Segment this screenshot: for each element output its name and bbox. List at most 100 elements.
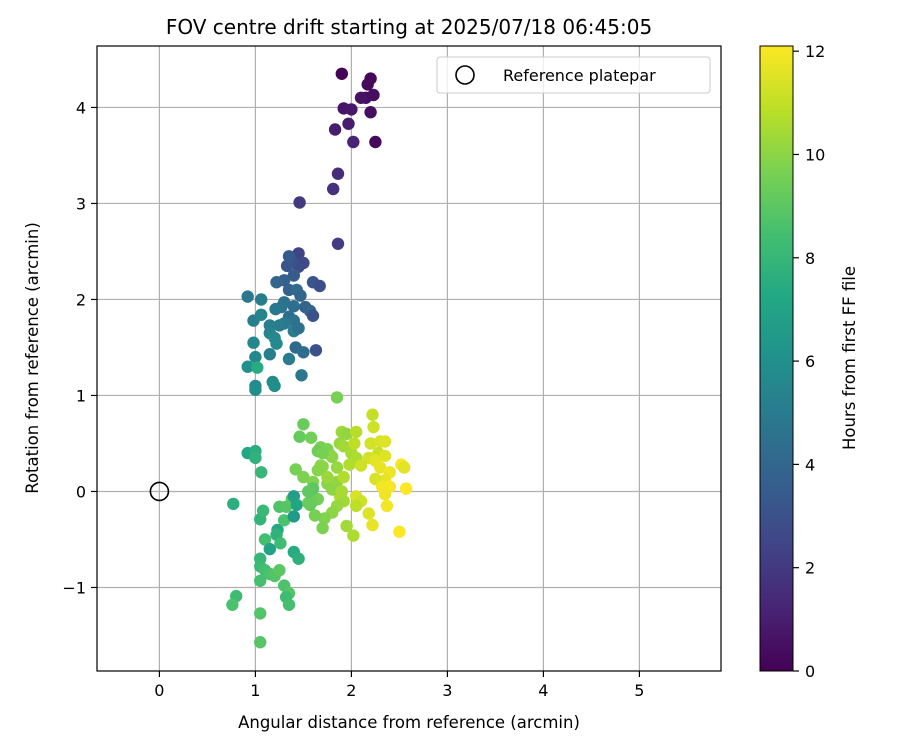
data-point bbox=[393, 525, 406, 538]
data-point bbox=[342, 117, 355, 130]
data-point bbox=[247, 336, 260, 349]
x-axis-ticks: 0 1 2 3 4 5 bbox=[154, 671, 644, 700]
data-point bbox=[297, 346, 310, 359]
legend-marker bbox=[455, 65, 475, 85]
data-point bbox=[263, 348, 276, 361]
data-point bbox=[374, 461, 387, 474]
y-tick-label: 0 bbox=[76, 482, 86, 501]
data-point bbox=[398, 461, 411, 474]
data-point bbox=[289, 463, 302, 476]
data-point bbox=[249, 451, 262, 465]
data-point bbox=[335, 485, 348, 498]
y-axis-ticks: −1 0 1 2 3 4 bbox=[62, 98, 97, 597]
data-point bbox=[366, 408, 379, 421]
data-point bbox=[282, 598, 296, 611]
legend-box bbox=[436, 56, 711, 94]
legend-label: Reference platepar bbox=[503, 66, 656, 85]
data-point bbox=[330, 391, 344, 404]
data-point bbox=[278, 514, 291, 527]
x-tick-label: 3 bbox=[442, 681, 452, 700]
colorbar-tick-label: 8 bbox=[805, 249, 815, 268]
data-point bbox=[364, 437, 377, 450]
colorbar-tick-label: 2 bbox=[805, 559, 815, 578]
data-point bbox=[378, 435, 392, 448]
data-point bbox=[251, 361, 264, 374]
data-point bbox=[273, 319, 286, 332]
data-point bbox=[268, 379, 281, 393]
colorbar-tick-label: 10 bbox=[805, 145, 825, 164]
data-point bbox=[270, 337, 283, 350]
data-point bbox=[256, 504, 270, 517]
data-point bbox=[367, 88, 380, 102]
data-point bbox=[280, 259, 294, 273]
data-point bbox=[350, 499, 363, 513]
data-point bbox=[340, 427, 353, 441]
data-point bbox=[302, 496, 315, 510]
data-point bbox=[306, 309, 320, 322]
data-point bbox=[367, 420, 380, 434]
data-point bbox=[226, 598, 239, 611]
data-point bbox=[348, 437, 361, 450]
data-point bbox=[378, 488, 392, 501]
data-point bbox=[297, 418, 310, 431]
colorbar-label: Hours from first FF file bbox=[840, 266, 859, 450]
y-tick-label: 1 bbox=[76, 386, 86, 405]
data-point bbox=[241, 360, 254, 373]
data-point bbox=[249, 350, 262, 364]
scatter-points bbox=[226, 67, 413, 649]
y-tick-label: 3 bbox=[76, 194, 86, 213]
data-point bbox=[282, 352, 296, 366]
data-point bbox=[316, 521, 329, 535]
x-tick-label: 2 bbox=[346, 681, 356, 700]
plot-area bbox=[97, 46, 721, 671]
data-point bbox=[273, 564, 286, 577]
data-point bbox=[255, 293, 268, 306]
y-axis-label: Rotation from reference (arcmin) bbox=[23, 222, 42, 494]
data-point bbox=[343, 458, 356, 471]
data-point bbox=[287, 269, 300, 282]
data-point bbox=[293, 430, 306, 443]
grid bbox=[97, 46, 721, 671]
data-point bbox=[304, 431, 318, 444]
x-tick-label: 4 bbox=[538, 681, 548, 700]
data-point bbox=[254, 636, 267, 649]
data-point bbox=[331, 167, 345, 180]
data-point bbox=[287, 510, 300, 523]
data-point bbox=[337, 470, 350, 484]
data-point bbox=[354, 91, 368, 105]
reference-platepar-marker bbox=[149, 481, 170, 502]
data-point bbox=[321, 470, 334, 484]
data-point bbox=[318, 512, 331, 525]
data-point bbox=[292, 552, 305, 565]
data-point bbox=[347, 135, 360, 149]
colorbar bbox=[759, 45, 794, 672]
data-point bbox=[326, 450, 339, 464]
data-point bbox=[241, 290, 254, 303]
data-point bbox=[335, 67, 348, 81]
data-point bbox=[362, 507, 375, 520]
data-point bbox=[282, 250, 296, 263]
data-point bbox=[258, 533, 272, 546]
data-point bbox=[380, 499, 394, 513]
data-point bbox=[287, 300, 300, 313]
data-point bbox=[330, 461, 344, 474]
colorbar-tick-label: 4 bbox=[805, 455, 815, 474]
data-point bbox=[294, 289, 307, 302]
data-point bbox=[328, 123, 342, 136]
data-point bbox=[369, 135, 382, 149]
y-tick-label: 2 bbox=[76, 290, 86, 309]
data-point bbox=[254, 574, 267, 587]
data-point bbox=[316, 446, 329, 460]
data-point bbox=[308, 509, 322, 522]
data-point bbox=[361, 78, 374, 91]
data-point bbox=[354, 459, 368, 472]
data-point bbox=[297, 470, 310, 484]
plot-frame bbox=[96, 45, 722, 672]
data-point bbox=[254, 607, 267, 620]
y-tick-label: −1 bbox=[62, 578, 86, 597]
data-point bbox=[331, 237, 345, 250]
data-point bbox=[327, 182, 340, 196]
x-tick-label: 0 bbox=[154, 681, 164, 700]
x-tick-label: 1 bbox=[250, 681, 260, 700]
